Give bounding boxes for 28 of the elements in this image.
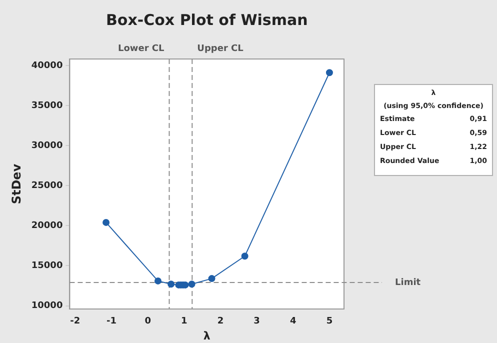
y-tick-label: 25000 (31, 180, 63, 191)
x-tick-label: 2 (217, 316, 224, 327)
ref-line-label: Upper CL (197, 44, 244, 54)
x-tick-label: 4 (290, 316, 296, 327)
y-tick-label: 10000 (31, 301, 63, 312)
ref-line-label: Limit (395, 278, 422, 288)
chart-title: Box-Cox Plot of Wisman (106, 10, 308, 29)
point (208, 275, 216, 282)
point (326, 69, 333, 76)
y-tick-label: 20000 (31, 221, 63, 232)
y-axis-title: StDev (9, 164, 24, 204)
point (188, 280, 196, 288)
ref-line-label: Lower CL (118, 44, 165, 54)
x-tick-label: 5 (326, 316, 333, 327)
point (154, 277, 162, 284)
point (102, 218, 110, 226)
point (241, 252, 248, 260)
y-tick-label: 30000 (31, 140, 63, 151)
y-tick-label: 40000 (31, 60, 63, 71)
x-tick-label: 0 (144, 316, 151, 327)
x-tick-label: 1 (181, 316, 188, 327)
x-tick-label: -2 (70, 316, 80, 327)
y-tick-label: 35000 (31, 100, 63, 111)
x-axis-title: λ (203, 329, 210, 342)
y-tick-label: 15000 (31, 261, 63, 272)
x-tick-label: 3 (254, 316, 260, 327)
point (168, 280, 175, 288)
x-tick-label: -1 (106, 316, 116, 327)
